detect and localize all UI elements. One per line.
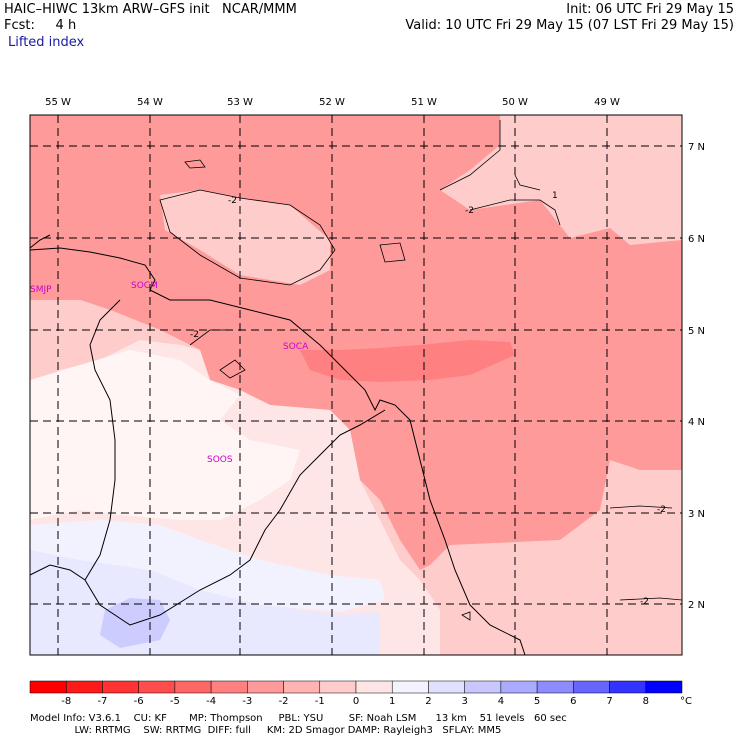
lon-label: 51 W [411, 97, 437, 108]
station-label: SOCM [131, 281, 158, 291]
lat-label: 2 N [688, 600, 705, 611]
map-frame [29, 114, 683, 656]
lat-label: 4 N [688, 417, 705, 428]
color-bar-tick: -4 [206, 696, 216, 707]
contours [159, 120, 683, 621]
field-se [430, 500, 682, 655]
contour-line [609, 505, 673, 509]
color-swatch [102, 680, 139, 694]
lat-label: 6 N [688, 234, 705, 245]
contour-labels: -2 -2 -2 1 -2 -2 [190, 191, 666, 607]
color-bar-tick: -6 [134, 696, 144, 707]
lon-label: 54 W [137, 97, 163, 108]
field-sw-inner [30, 350, 300, 520]
contour-label: 1 [552, 191, 558, 201]
color-bar-tick: -3 [242, 696, 252, 707]
color-bar: -8 -7 -6 -5 -4 -3 -2 -1 0 1 2 3 4 5 6 7 8 °C [29, 680, 692, 707]
station-label: SMJP [30, 285, 52, 295]
border-line [29, 409, 386, 626]
model-info-line1: Model Info: V3.6.1 CU: KF MP: Thompson P… [30, 713, 567, 724]
field-band [300, 340, 515, 382]
forecast-hour: Fcst: 4 h [4, 18, 77, 33]
lon-label: 53 W [227, 97, 253, 108]
color-swatch [65, 680, 103, 694]
color-swatch [319, 680, 357, 694]
color-bar-tick: 4 [498, 696, 504, 707]
color-swatch [464, 680, 502, 694]
model-info-line2: LW: RRTMG SW: RRTMG DIFF: full KM: 2D Sm… [30, 725, 502, 736]
color-swatch [645, 680, 683, 694]
lon-label: 52 W [319, 97, 345, 108]
lat-label: 7 N [688, 142, 705, 153]
color-swatch [500, 680, 538, 694]
contour-line [514, 174, 541, 191]
filled-field [30, 115, 682, 655]
color-bar-tick: -7 [97, 696, 107, 707]
color-bar-tick: 8 [643, 696, 649, 707]
valid-time: Valid: 10 UTC Fri 29 May 15 (07 LST Fri … [405, 18, 734, 33]
station-label: SOOS [207, 455, 233, 465]
color-bar-unit: °C [680, 696, 692, 707]
latitude-labels: 7 N 6 N 5 N 4 N 3 N 2 N [688, 142, 705, 611]
color-swatch [247, 680, 284, 694]
color-bar-tick: -2 [279, 696, 289, 707]
contour-line [461, 611, 471, 621]
color-bar-tick: 2 [425, 696, 431, 707]
lat-label: 5 N [688, 326, 705, 337]
lon-label: 55 W [45, 97, 71, 108]
color-swatch [391, 680, 429, 694]
station-label: SOCA [283, 342, 309, 352]
contour-line [379, 242, 406, 263]
border-line [84, 299, 121, 581]
contour-line [219, 359, 246, 379]
color-swatch [609, 680, 647, 694]
contour-line [184, 159, 206, 169]
color-swatch [210, 680, 248, 694]
lon-label: 50 W [502, 97, 528, 108]
color-swatch [138, 680, 176, 694]
color-bar-tick: 1 [389, 696, 395, 707]
field-positive-edge [30, 520, 385, 612]
contour-line [189, 329, 230, 346]
field-name: Lifted index [8, 35, 85, 50]
lon-label: 49 W [594, 97, 620, 108]
contour-label: -2 [228, 196, 237, 206]
lat-label: 3 N [688, 509, 705, 520]
station-labels: SMJP SOCM SOCA SOOS [30, 281, 309, 465]
contour-line [619, 597, 683, 601]
graticule [30, 115, 682, 655]
contour-line [439, 120, 501, 191]
color-bar-tick: 7 [606, 696, 612, 707]
color-bar-tick: 0 [353, 696, 359, 707]
color-bar-tick: -8 [61, 696, 71, 707]
model-title: HAIC–HIWC 13km ARW–GFS init NCAR/MMM [4, 2, 297, 17]
color-bar-tick: -5 [170, 696, 180, 707]
color-bar-tick: 6 [570, 696, 576, 707]
contour-line [159, 189, 336, 286]
contour-label: -2 [465, 206, 474, 216]
contour-label: -2 [640, 597, 649, 607]
longitude-labels: 55 W 54 W 53 W 52 W 51 W 50 W 49 W [45, 97, 620, 108]
color-swatch [573, 680, 610, 694]
color-swatch [283, 680, 321, 694]
color-swatch [29, 680, 67, 694]
color-bar-tick: 5 [534, 696, 540, 707]
init-time: Init: 06 UTC Fri 29 May 15 [566, 2, 734, 17]
contour-label: -2 [657, 505, 666, 515]
color-bar-tick: 3 [461, 696, 467, 707]
contour-line [469, 199, 561, 226]
border-line [29, 234, 51, 249]
color-swatch [174, 680, 212, 694]
coastline [29, 247, 526, 656]
color-swatch [355, 680, 393, 694]
contour-label: -2 [190, 330, 199, 340]
field-sw-edge [30, 300, 200, 390]
color-swatch [428, 680, 465, 694]
coastlines [29, 234, 526, 656]
color-bar-tick: -1 [315, 696, 325, 707]
color-swatch [536, 680, 574, 694]
